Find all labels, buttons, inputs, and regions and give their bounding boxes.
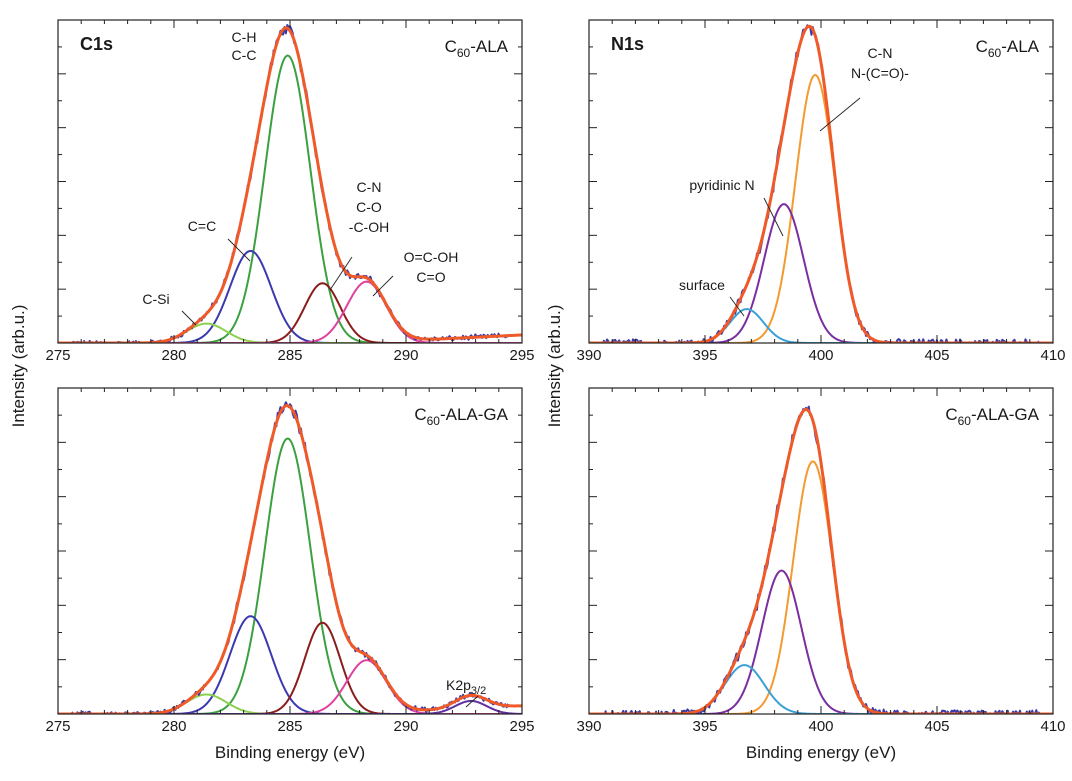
annotation-text: C-C [232,47,257,63]
sample-label: C60-ALA [445,37,509,60]
component-c-n-c-o-c-oh-curve [58,621,522,714]
peak-annotation: C-N C-O -C-OH [329,179,389,291]
x-tick-label: 280 [161,347,186,364]
annotation-text: K2p3/2 [446,677,486,697]
peak-annotation: C-H C-C [232,29,257,63]
component-o-c-oh-c-o-curve [58,280,522,343]
annotation-leader-line [729,296,745,317]
component-pyridinic-n-curve [589,203,1053,343]
annotation-text: O=C-OH [404,249,459,265]
peak-annotation: O=C-OH C=O [372,249,459,297]
measured-data-curve [71,401,510,714]
component-c-n-c-o-c-oh-curve [58,282,522,343]
x-tick-label: 275 [45,718,70,735]
peak-annotation: K2p3/2 [446,677,486,708]
sample-label: C60-ALA [976,37,1040,60]
curves-c1s-bottom [58,401,522,714]
peak-annotation: C=C [188,218,251,262]
x-tick-label: 390 [576,347,601,364]
envelope-fit-curve [58,404,522,714]
annotation-text: C-N [357,179,382,195]
component-c-c-curve [58,249,522,343]
panel-title: C1s [80,34,113,54]
x-axis-label: Binding energy (eV) [746,743,896,762]
component-c-c-curve [58,615,522,714]
x-tick-label: 390 [576,718,601,735]
curves-n1s-bottom [589,405,1053,714]
x-tick-label: 400 [808,718,833,735]
component-c-h-c-c-curve [58,54,522,343]
panel-n1s-top: 390 395 400 405 410 N1s C60-ALA C-N N-(C=O)- pyri… [576,19,1066,364]
annotation-leader-line [181,310,197,326]
x-tick-label: 395 [692,718,717,735]
x-tick-label: 405 [924,718,949,735]
panel-n1s-bottom: 390 395 400 405 410 Binding energy (eV) C60-AL… [576,387,1066,762]
annotation-text: C=C [188,218,216,234]
curves-c1s-top [58,24,522,343]
sample-label: C60-ALA-GA [414,405,508,428]
x-tick-label: 410 [1040,718,1065,735]
envelope-fit-curve [58,26,522,343]
x-tick-label: 285 [277,347,302,364]
x-tick-label: 295 [509,347,534,364]
annotation-text: -C-OH [349,219,389,235]
annotation-text: C-H [232,29,257,45]
annotation-leader-line [819,97,861,132]
component-pyridinic-n-curve [589,569,1053,714]
panel-c1s-top: 275 280 285 290 295 C1s C60-ALA C-H C-C C=C C-Si C-… [45,19,535,364]
x-tick-label: 400 [808,347,833,364]
x-tick-label: 395 [692,347,717,364]
annotation-text: C=O [416,269,445,285]
plot-frame [588,387,1054,715]
envelope-fit-curve [589,407,1053,714]
peak-annotation: C-N N-(C=O)- [819,45,909,132]
component-c-n-n-c-o--curve [589,460,1053,714]
x-tick-label: 410 [1040,347,1065,364]
plot-frame [57,387,523,715]
y-axis-label-left: Intensity (arb.u.) [9,305,28,428]
annotation-text: C-O [356,199,382,215]
component-k2p3-2-curve [58,699,522,714]
component-c-n-n-c-o--curve [589,73,1053,343]
component-c-h-c-c-curve [58,437,522,714]
x-tick-label: 275 [45,347,70,364]
panel-title: N1s [611,34,644,54]
x-tick-label: 280 [161,718,186,735]
annotation-leader-line [763,197,784,237]
x-axis-label: Binding energy (eV) [215,743,365,762]
y-axis-label-right: Intensity (arb.u.) [545,305,564,428]
annotation-text: C-Si [142,291,169,307]
x-tick-label: 290 [393,718,418,735]
annotation-leader-line [465,695,479,708]
annotation-text: C-N [868,45,893,61]
peak-annotation: C-Si [142,291,197,326]
x-tick-label: 295 [509,718,534,735]
peak-annotation: pyridinic N [689,177,784,237]
annotation-leader-line [329,256,353,291]
annotation-leader-line [227,238,251,262]
envelope-fit-curve [589,24,1053,343]
measured-data-curve [71,24,509,343]
x-tick-label: 290 [393,347,418,364]
x-tick-label: 405 [924,347,949,364]
sample-label: C60-ALA-GA [945,405,1039,428]
annotation-leader-line [372,275,394,297]
panel-c1s-bottom: 275 280 285 290 295 Binding energy (eV) C60-AL… [45,387,535,762]
x-tick-label: 285 [277,718,302,735]
annotation-text: pyridinic N [689,177,754,193]
plot-frame [57,19,523,344]
annotation-text: N-(C=O)- [851,65,909,81]
measured-data-curve [602,24,1040,343]
curves-n1s-top [589,24,1053,343]
annotation-text: surface [679,277,725,293]
peak-annotation: surface [679,277,745,317]
